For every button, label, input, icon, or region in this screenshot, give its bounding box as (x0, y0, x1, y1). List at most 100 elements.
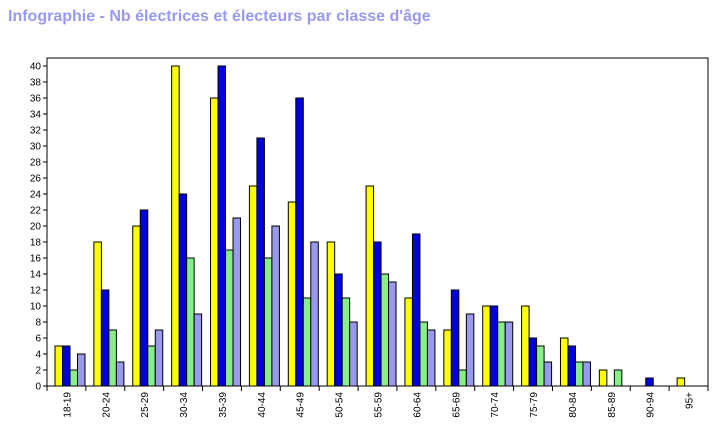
x-tick-label: 60-64 (412, 392, 423, 418)
y-tick-label: 20 (30, 222, 42, 233)
bar (186, 257, 195, 387)
bar (256, 137, 265, 387)
x-tick-label: 45-49 (296, 392, 307, 418)
bar (310, 241, 319, 387)
bar (373, 241, 382, 387)
y-tick-label: 40 (30, 62, 42, 73)
bar (271, 225, 280, 387)
bar (154, 329, 164, 387)
bar (419, 321, 428, 387)
x-tick-label: 20-24 (101, 392, 112, 418)
bar (489, 305, 499, 387)
bar (536, 345, 545, 387)
y-tick-label: 32 (30, 126, 42, 137)
y-tick-label: 2 (35, 366, 41, 377)
bar (404, 297, 413, 387)
bar (582, 361, 591, 387)
bar (139, 209, 149, 387)
bar (528, 337, 538, 387)
y-tick-label: 4 (35, 350, 41, 361)
x-tick-label: 75-79 (529, 392, 540, 418)
bar (217, 65, 227, 387)
bar (62, 345, 71, 387)
x-tick-label: 18-19 (62, 392, 73, 418)
bar (567, 345, 576, 387)
y-tick-label: 16 (30, 254, 42, 265)
y-tick-label: 28 (30, 158, 42, 169)
bar (443, 329, 452, 387)
bar (248, 185, 258, 387)
bar (504, 321, 514, 387)
bar (497, 321, 506, 387)
bar (178, 193, 188, 387)
y-tick-label: 30 (30, 142, 42, 153)
y-tick-label: 22 (30, 206, 42, 217)
y-tick-label: 8 (35, 318, 41, 329)
bar (458, 369, 467, 387)
bar (193, 313, 203, 387)
bar (676, 377, 686, 387)
x-tick-label: 90-94 (646, 392, 657, 418)
x-tick-label: 30-34 (179, 392, 190, 418)
x-tick-label: 70-74 (490, 392, 501, 418)
bar (54, 345, 63, 387)
bar (295, 97, 304, 387)
bar (465, 313, 475, 387)
bar (69, 369, 78, 387)
bar (349, 321, 358, 387)
x-tick-label: 35-39 (218, 392, 229, 418)
y-tick-label: 24 (30, 190, 42, 201)
bar (147, 345, 156, 387)
bar (341, 297, 351, 387)
bar (232, 217, 242, 387)
y-tick-label: 26 (30, 174, 42, 185)
x-tick-label: 50-54 (335, 392, 346, 418)
bar (326, 241, 336, 387)
bar (100, 289, 110, 387)
x-tick-label: 95+ (685, 392, 696, 409)
y-tick-label: 12 (30, 286, 42, 297)
y-tick-label: 6 (35, 334, 41, 345)
bar (645, 377, 654, 387)
bar (380, 273, 390, 387)
x-tick-label: 25-29 (140, 392, 151, 418)
bar (521, 305, 530, 387)
y-tick-label: 36 (30, 94, 42, 105)
y-tick-label: 38 (30, 78, 42, 89)
y-tick-label: 10 (30, 302, 42, 313)
y-tick-label: 18 (30, 238, 42, 249)
bar (225, 249, 234, 387)
y-tick-label: 34 (30, 110, 42, 121)
x-tick-label: 85-89 (607, 392, 618, 418)
bar (598, 369, 608, 387)
bar (574, 361, 584, 387)
bar (132, 225, 141, 387)
x-tick-label: 40-44 (257, 392, 268, 418)
bar (426, 329, 436, 387)
bar (302, 297, 312, 387)
bar (450, 289, 460, 387)
bar (287, 201, 297, 387)
bar (108, 329, 117, 387)
bar (411, 233, 421, 387)
y-tick-label: 0 (35, 382, 41, 393)
bar (613, 369, 623, 387)
chart-title: Infographie - Nb électrices et électeurs… (8, 8, 431, 25)
bar (388, 281, 397, 387)
bar (77, 353, 86, 387)
bar (334, 273, 343, 387)
bar (543, 361, 553, 387)
bar (482, 305, 491, 387)
bar (171, 65, 180, 387)
bar (210, 97, 219, 387)
y-tick-label: 14 (30, 270, 42, 281)
bar (263, 257, 273, 387)
x-tick-label: 55-59 (374, 392, 385, 418)
bar (93, 241, 102, 387)
bar (559, 337, 569, 387)
bar (115, 361, 125, 387)
bar (365, 185, 375, 387)
x-tick-label: 65-69 (451, 392, 462, 418)
x-tick-label: 80-84 (568, 392, 579, 418)
